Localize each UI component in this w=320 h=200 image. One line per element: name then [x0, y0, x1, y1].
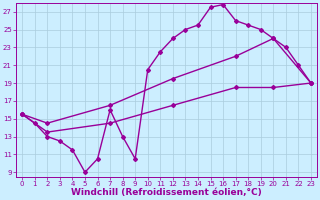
- X-axis label: Windchill (Refroidissement éolien,°C): Windchill (Refroidissement éolien,°C): [71, 188, 262, 197]
